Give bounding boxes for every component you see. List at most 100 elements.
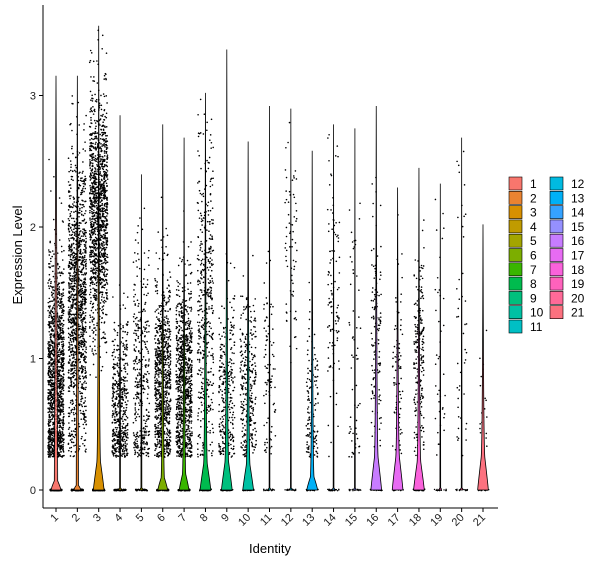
cell-point <box>70 383 73 386</box>
cell-point <box>49 353 52 356</box>
cell-point <box>72 259 74 262</box>
cell-point <box>78 313 80 315</box>
cell-point <box>70 322 73 325</box>
cell-point <box>57 420 60 423</box>
cell-point <box>84 249 87 252</box>
cell-point <box>93 132 96 135</box>
cell-point <box>51 443 53 445</box>
cell-point <box>92 311 95 314</box>
cell-point <box>60 451 62 453</box>
cell-point <box>81 206 83 209</box>
cell-point <box>89 59 92 62</box>
cell-point <box>99 251 102 253</box>
cell-point <box>79 381 81 383</box>
cell-point <box>51 418 54 420</box>
cell-point <box>100 247 102 249</box>
cell-point <box>92 223 95 226</box>
cell-point <box>125 340 127 342</box>
cell-point <box>80 263 83 266</box>
cell-point <box>50 344 52 347</box>
cell-point <box>47 435 50 438</box>
cell-point <box>48 353 50 356</box>
cell-point <box>67 224 70 227</box>
cell-point <box>99 124 101 126</box>
cell-point <box>101 125 103 128</box>
cell-point <box>106 209 108 211</box>
cell-point <box>51 370 53 373</box>
cell-point <box>114 356 117 358</box>
cell-point <box>89 238 92 240</box>
cell-point <box>74 282 76 285</box>
cell-point <box>103 184 105 187</box>
cell-point <box>94 345 96 347</box>
cell-point <box>50 437 52 439</box>
cell-point <box>85 283 87 286</box>
cell-point <box>114 379 117 382</box>
cell-point <box>101 225 103 227</box>
cell-point <box>96 228 98 230</box>
cell-point <box>80 300 82 302</box>
cell-point <box>48 440 51 443</box>
cell-point <box>61 456 63 458</box>
cell-point <box>122 353 125 356</box>
cell-point <box>85 231 87 234</box>
cell-point <box>105 268 108 271</box>
cell-point <box>73 319 75 321</box>
cell-point <box>56 252 59 254</box>
cell-point <box>79 314 82 317</box>
cell-point <box>84 286 86 288</box>
cell-point <box>62 375 64 378</box>
cell-point <box>71 233 73 236</box>
cell-point <box>100 143 102 145</box>
cell-point <box>94 168 97 170</box>
cell-point <box>92 306 95 308</box>
cell-point <box>62 385 65 387</box>
cell-point <box>49 257 52 260</box>
cell-point <box>71 441 73 444</box>
cell-point <box>70 267 72 270</box>
cell-point <box>90 52 93 54</box>
cell-point <box>94 252 97 255</box>
cell-point <box>50 451 53 454</box>
cell-point <box>123 346 126 349</box>
cell-point <box>94 349 96 352</box>
cell-point <box>60 408 62 411</box>
cell-point <box>52 265 55 267</box>
cell-point <box>78 270 80 273</box>
cell-point <box>68 285 70 287</box>
cell-point <box>60 378 62 381</box>
cell-point <box>92 287 94 290</box>
cell-point <box>122 388 124 391</box>
cell-point <box>50 376 53 379</box>
cell-point <box>80 240 82 243</box>
cell-point <box>67 209 70 211</box>
cell-point <box>105 351 108 354</box>
cell-point <box>94 221 97 223</box>
cell-point <box>71 145 73 148</box>
cell-point <box>61 440 64 442</box>
cell-point <box>74 205 77 208</box>
cell-point <box>89 233 91 236</box>
cell-point <box>122 410 125 412</box>
cell-point <box>103 268 106 270</box>
cell-point <box>69 333 72 336</box>
cell-point <box>104 270 106 272</box>
cell-point <box>106 261 109 263</box>
cell-point <box>93 214 96 216</box>
cell-point <box>90 99 92 101</box>
cell-point <box>123 418 126 421</box>
cell-point <box>80 352 83 354</box>
cell-point <box>89 219 91 221</box>
cell-point <box>70 243 73 245</box>
cell-point <box>85 252 87 254</box>
cell-point <box>106 273 109 275</box>
cell-point <box>51 300 54 302</box>
cell-point <box>95 269 98 272</box>
cell-point <box>82 182 85 185</box>
cell-point <box>126 346 129 349</box>
cell-point <box>52 218 55 221</box>
cell-point <box>90 200 93 202</box>
cell-point <box>52 367 54 370</box>
cell-point <box>74 210 77 213</box>
cell-point <box>99 229 102 231</box>
